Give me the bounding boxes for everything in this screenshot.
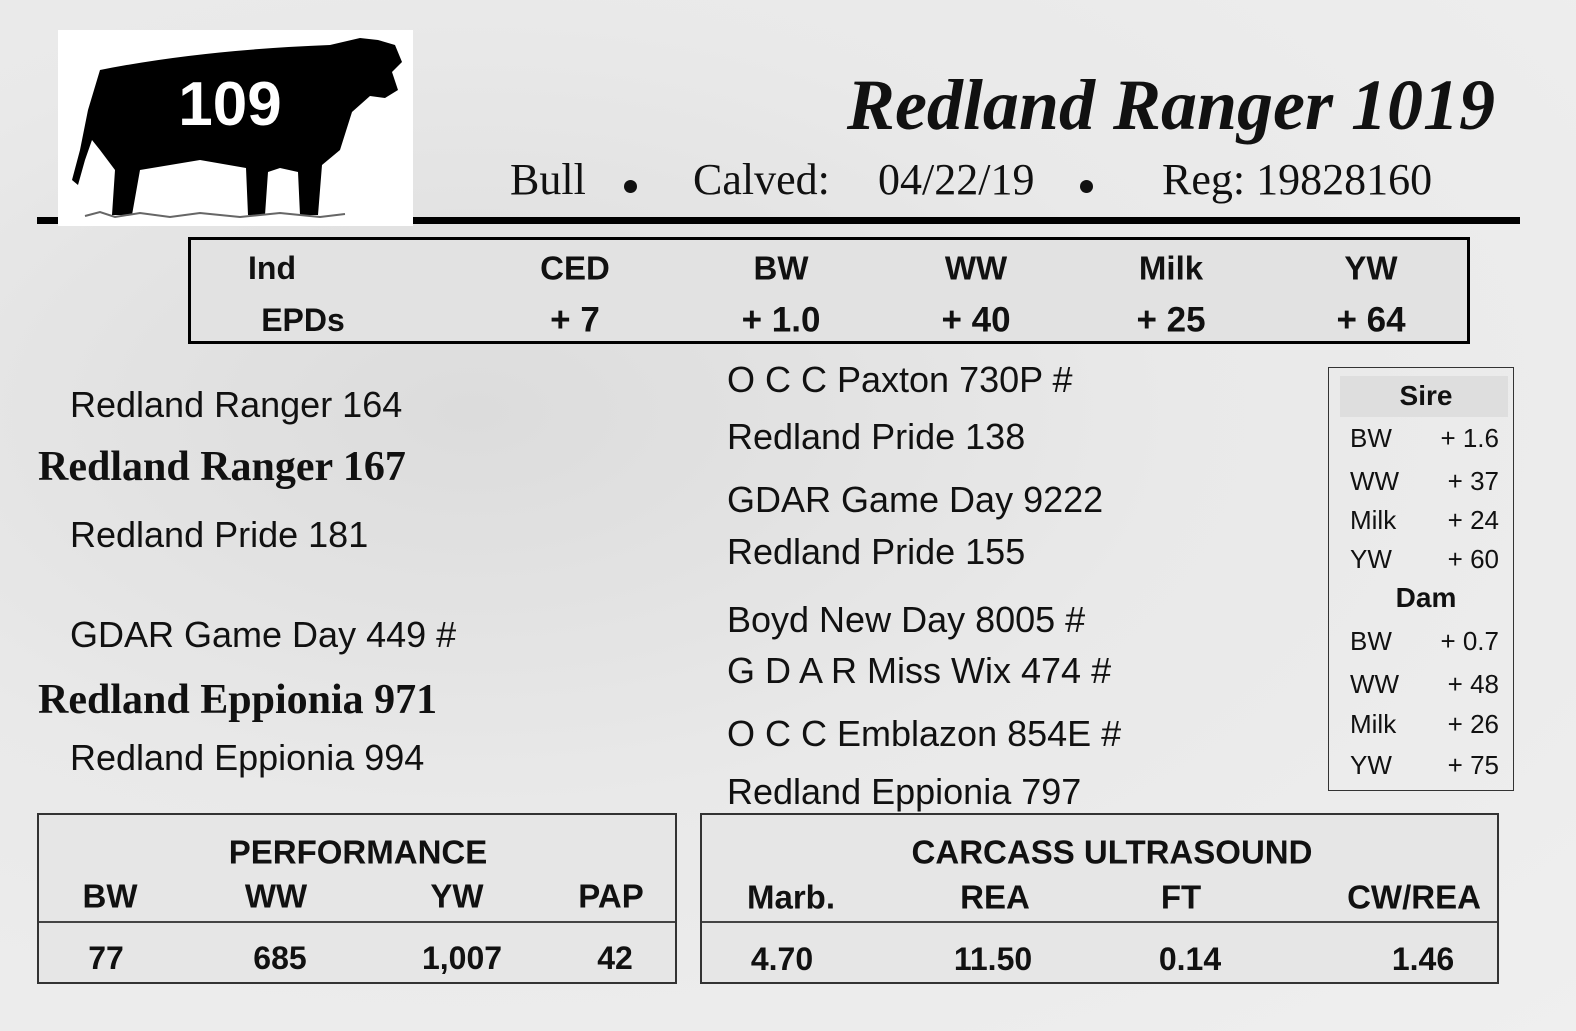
grandparent-name: GDAR Game Day 449 # [70, 614, 457, 655]
divider [39, 921, 675, 923]
ancestor-name: Boyd New Day 8005 # [727, 599, 1086, 640]
row-label: EPDs [261, 302, 345, 338]
epd-value: + 1.0 [741, 300, 821, 340]
epd-value: + 64 [1336, 300, 1406, 340]
parent-epd-label: YW [1350, 544, 1392, 574]
epd-value: + 25 [1136, 300, 1206, 340]
grandparent-name: Redland Eppionia 994 [70, 737, 425, 778]
parent-epd-value: + 26 [1447, 709, 1499, 739]
parent-epd-value: + 0.7 [1440, 626, 1499, 656]
parent-epd-label: Milk [1350, 709, 1397, 739]
epd-header: WW [944, 249, 1008, 287]
parent-epd-value: + 24 [1447, 505, 1499, 535]
grandparent-name: Redland Pride 181 [70, 514, 369, 555]
bull-silhouette [72, 38, 402, 219]
column-header: REA [960, 878, 1030, 916]
bullet [1080, 180, 1093, 193]
parent-epd-title: Sire [1399, 380, 1453, 411]
ancestor-name: O C C Emblazon 854E # [727, 713, 1122, 754]
rule [413, 217, 1520, 224]
ancestor-name: GDAR Game Day 9222 [727, 479, 1104, 520]
parent-epd-label: YW [1350, 750, 1392, 780]
epd-header: YW [1344, 249, 1398, 287]
column-header: CW/REA [1347, 878, 1481, 916]
column-header: BW [82, 877, 138, 915]
cell-value: 77 [88, 940, 124, 976]
epd-table [188, 237, 1470, 344]
parent-epd-value: + 60 [1447, 544, 1499, 574]
parent-epd-title: Dam [1395, 582, 1457, 613]
parent-epd-value: + 37 [1447, 466, 1499, 496]
header-band [1340, 376, 1508, 417]
column-header: Marb. [746, 878, 836, 916]
registration: Reg: 19828160 [1162, 155, 1433, 204]
rule [37, 217, 58, 224]
performance-box [37, 813, 677, 984]
parent-epd-label: BW [1350, 423, 1392, 453]
epd-header: CED [540, 249, 610, 287]
divider [702, 921, 1497, 923]
grandparent-name: Redland Ranger 164 [70, 384, 403, 425]
parent-name: Redland Ranger 167 [38, 444, 406, 490]
parent-name: Redland Eppionia 971 [38, 677, 438, 723]
bullet [624, 180, 637, 193]
section-title: PERFORMANCE [228, 833, 488, 871]
column-header: PAP [578, 877, 644, 915]
row-label: Ind [248, 250, 296, 286]
ancestor-name: Redland Eppionia 797 [727, 771, 1082, 812]
epd-value: + 7 [550, 300, 600, 340]
epd-header: Milk [1138, 249, 1204, 287]
parent-epd-label: BW [1350, 626, 1392, 656]
parent-epd-label: WW [1350, 466, 1400, 496]
parent-epd-label: WW [1350, 669, 1400, 699]
cell-value: 42 [597, 940, 633, 976]
cell-value: 0.14 [1158, 941, 1222, 977]
carcass-box [700, 813, 1499, 984]
ancestor-name: Redland Pride 138 [727, 416, 1026, 457]
parent-epd-label: Milk [1350, 505, 1397, 535]
cell-value: 4.70 [750, 941, 814, 977]
parent-epd-value: + 48 [1447, 669, 1499, 699]
epd-header: BW [753, 249, 809, 287]
calved-date: 04/22/19 [878, 155, 1035, 204]
photo-panel [58, 30, 413, 226]
ancestor-name: Redland Pride 155 [727, 531, 1026, 572]
section-title: CARCASS ULTRASOUND [911, 833, 1313, 871]
sire-dam-box [1328, 367, 1514, 791]
calved-label: Calved: [693, 155, 830, 204]
ancestor-name: O C C Paxton 730P # [727, 359, 1073, 400]
column-header: YW [430, 877, 484, 915]
epd-value: + 40 [941, 300, 1011, 340]
animal-name: Redland Ranger 1019 [846, 65, 1495, 145]
lot-number: 109 [178, 70, 282, 139]
ancestor-name: G D A R Miss Wix 474 # [727, 650, 1112, 691]
cell-value: 1.46 [1391, 941, 1455, 977]
column-header: WW [244, 877, 308, 915]
parent-epd-value: + 1.6 [1440, 423, 1499, 453]
sex: Bull [510, 155, 586, 204]
parent-epd-value: + 75 [1447, 750, 1499, 780]
cell-value: 685 [253, 940, 307, 976]
column-header: FT [1160, 878, 1202, 916]
cell-value: 11.50 [953, 941, 1033, 977]
cell-value: 1,007 [421, 940, 503, 976]
